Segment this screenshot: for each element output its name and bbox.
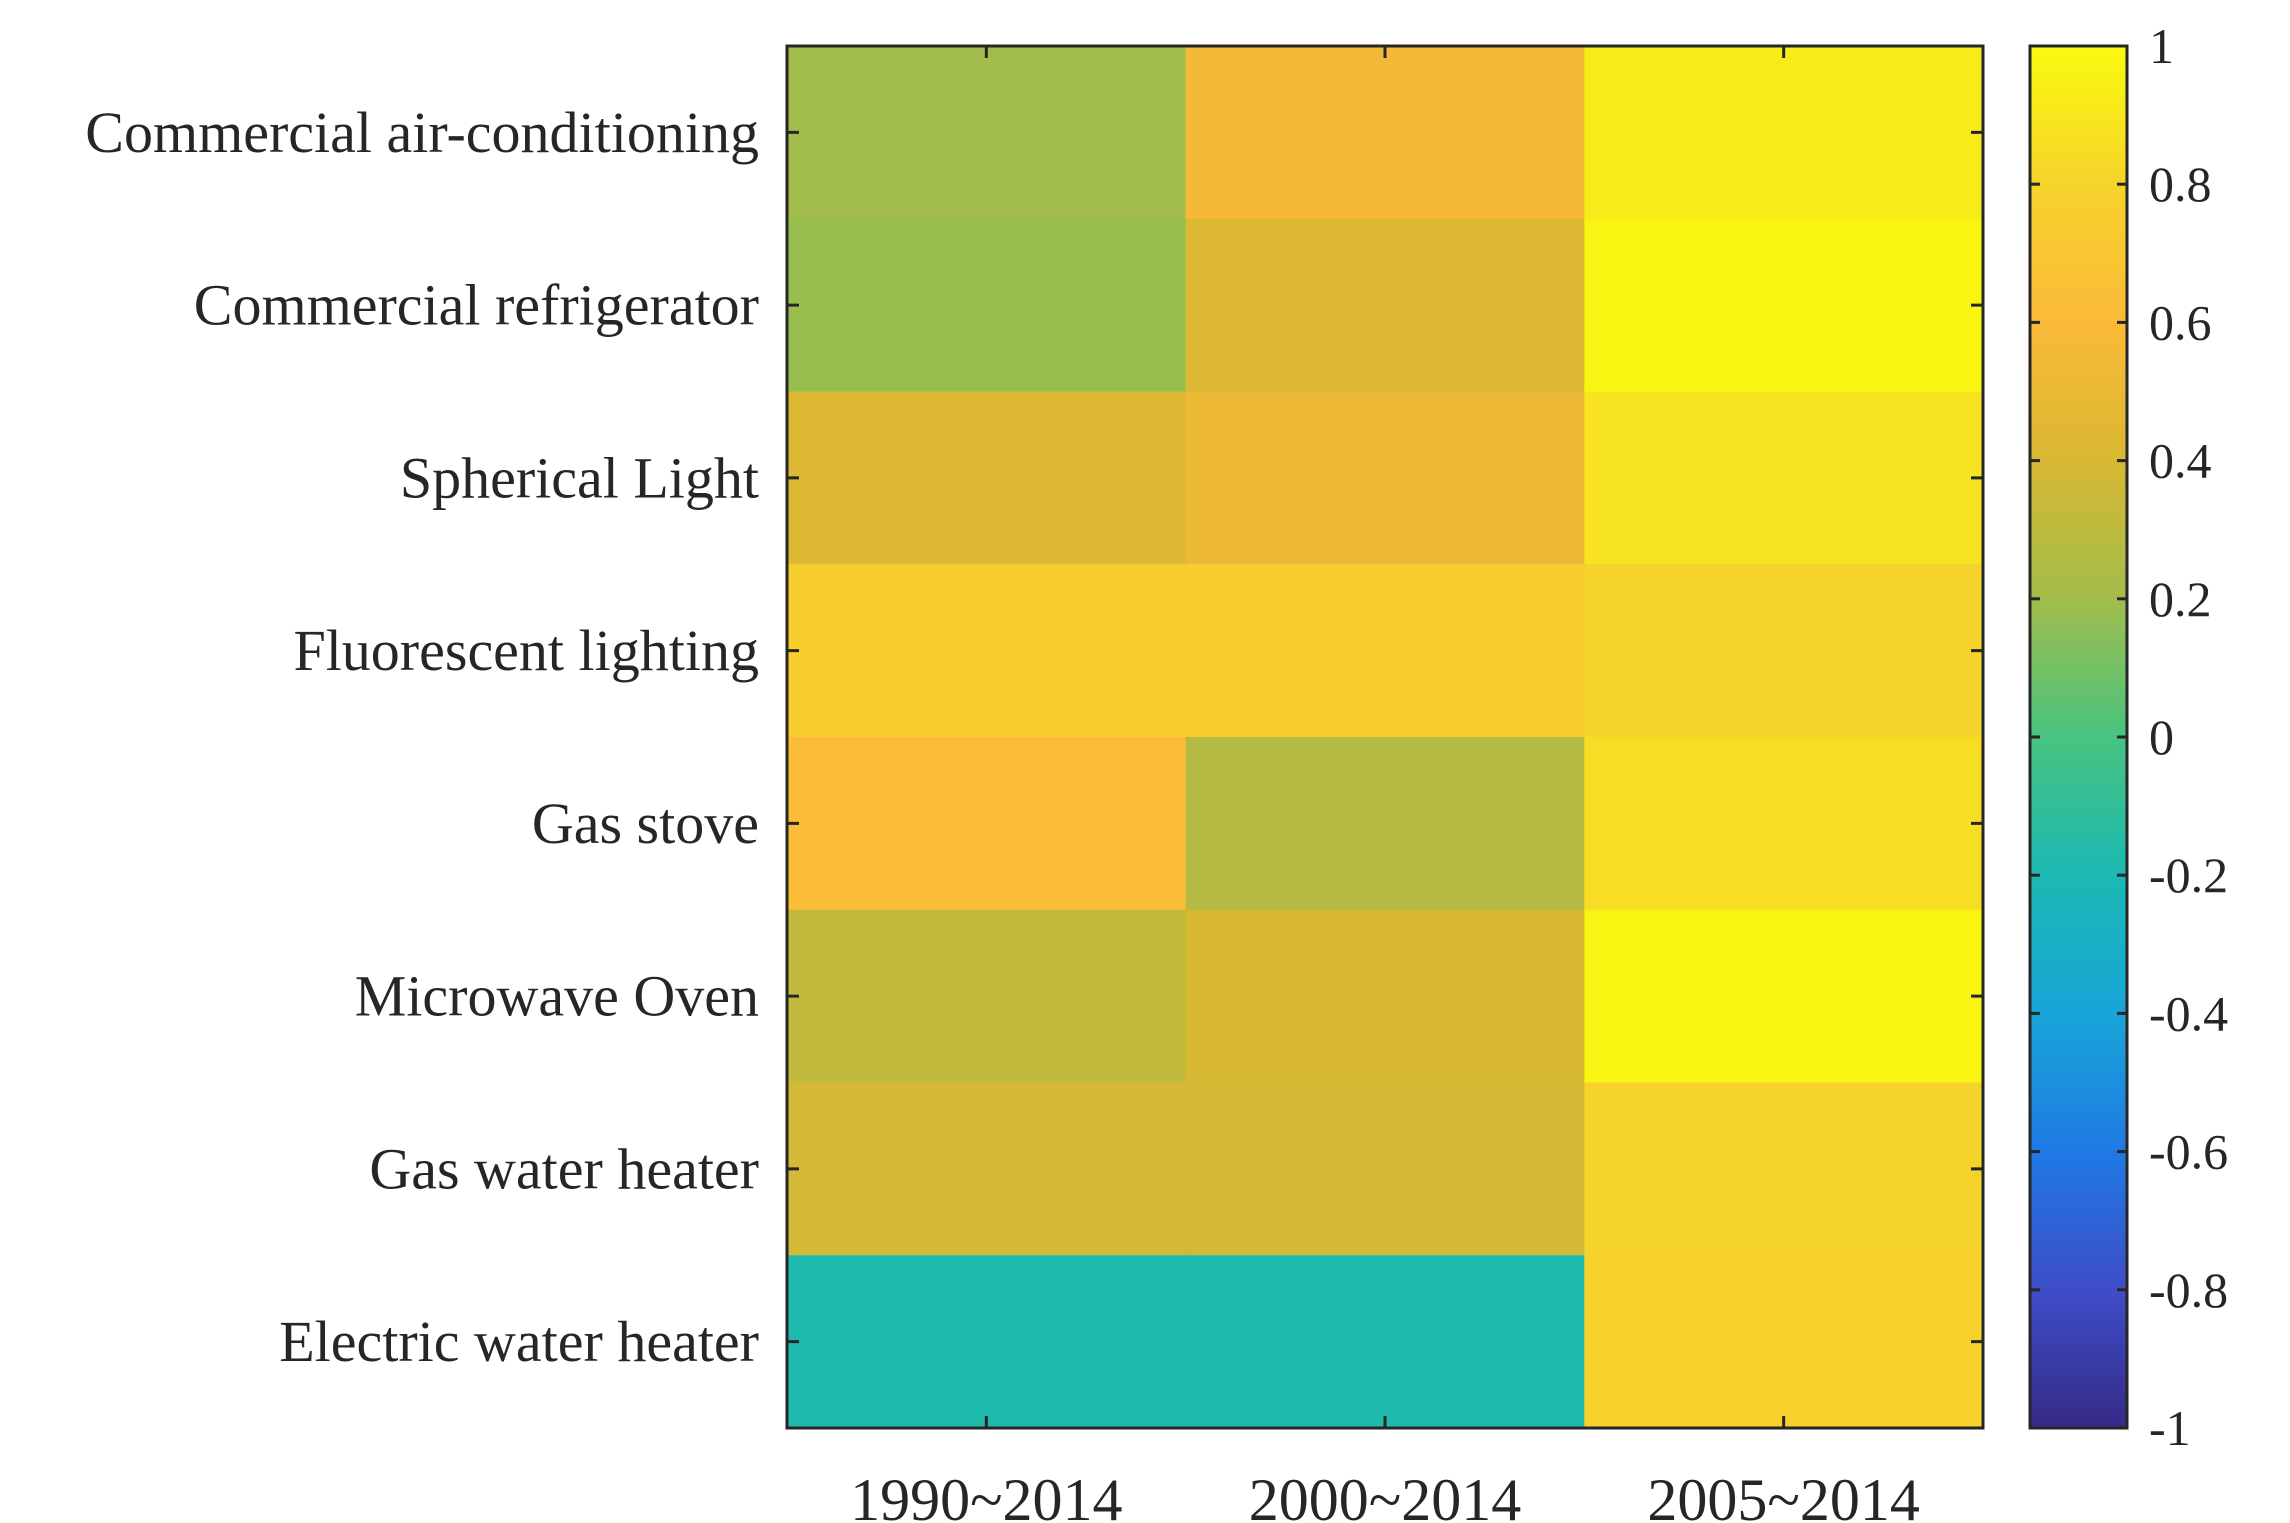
- row-label-gas-stove: Gas stove: [532, 791, 759, 856]
- heatmap-cells: [787, 46, 1984, 1429]
- heatmap-cell-fluorescent-lighting-2000-2014: [1185, 564, 1585, 738]
- heatmap-cell-spherical-light-2000-2014: [1185, 391, 1585, 565]
- row-label-gas-water-heater: Gas water heater: [369, 1136, 759, 1201]
- row-label-commercial-refrigerator: Commercial refrigerator: [194, 273, 759, 338]
- colorbar-tick-label: 0.8: [2149, 156, 2212, 212]
- row-label-spherical-light: Spherical Light: [400, 445, 759, 510]
- heatmap-cell-gas-stove-1990-2014: [787, 737, 1187, 911]
- colorbar-tick-label: -1: [2149, 1400, 2191, 1456]
- heatmap-cell-gas-water-heater-1990-2014: [787, 1082, 1187, 1256]
- row-label-fluorescent-lighting: Fluorescent lighting: [293, 618, 759, 683]
- heatmap-cell-electric-water-heater-2005-2014: [1584, 1255, 1984, 1429]
- row-labels: Commercial air-conditioning Commercial re…: [85, 100, 759, 1374]
- heatmap-cell-commercial-refrigerator-1990-2014: [787, 218, 1187, 393]
- heatmap-cell-gas-stove-2005-2014: [1584, 737, 1984, 911]
- colorbar-tick-label: 0.6: [2149, 294, 2212, 350]
- column-label-2005-2014: 2005~2014: [1647, 1467, 1919, 1523]
- colorbar-tick-label: 0: [2149, 709, 2174, 765]
- heatmap-cell-electric-water-heater-1990-2014: [787, 1255, 1187, 1429]
- heatmap-cell-gas-water-heater-2005-2014: [1584, 1082, 1984, 1256]
- colorbar-tick-label: -0.6: [2149, 1124, 2228, 1180]
- colorbar-tick-label: -0.2: [2149, 847, 2228, 903]
- column-label-2000-2014: 2000~2014: [1249, 1467, 1521, 1523]
- row-label-electric-water-heater: Electric water heater: [279, 1309, 759, 1374]
- colorbar-tick-label: -0.8: [2149, 1262, 2228, 1318]
- axes-frame: [785, 44, 1985, 1430]
- colorbar-tick-label: 1: [2149, 18, 2174, 74]
- heatmap-cell-microwave-oven-2000-2014: [1185, 909, 1585, 1084]
- colorbar-tick-label: 0.4: [2149, 433, 2212, 489]
- heatmap-cell-commercial-refrigerator-2005-2014: [1584, 218, 1984, 393]
- colorbar-tick-label: -0.4: [2149, 985, 2228, 1041]
- heatmap-cell-electric-water-heater-2000-2014: [1185, 1255, 1585, 1429]
- heatmap-cell-commercial-air-conditioning-2000-2014: [1185, 46, 1585, 220]
- colorbar-gradient: [2028, 44, 2129, 1430]
- row-label-microwave-oven: Microwave Oven: [355, 964, 759, 1029]
- heatmap-cell-fluorescent-lighting-2005-2014: [1584, 564, 1984, 738]
- column-label-1990-2014: 1990~2014: [850, 1467, 1122, 1523]
- heatmap-cell-gas-stove-2000-2014: [1185, 737, 1585, 911]
- colorbar-tick-label: 0.2: [2149, 571, 2212, 627]
- heatmap-cell-commercial-air-conditioning-1990-2014: [787, 46, 1187, 220]
- heatmap-cell-fluorescent-lighting-1990-2014: [787, 564, 1187, 738]
- colorbar: -1 -0.8 -0.6 -0.4 -0.2 0 0.2 0.4 0.6 0.8 1: [2028, 18, 2228, 1456]
- row-label-commercial-air-conditioning: Commercial air-conditioning: [85, 100, 759, 165]
- heatmap-cell-commercial-refrigerator-2000-2014: [1185, 218, 1585, 393]
- heatmap-cell-gas-water-heater-2000-2014: [1185, 1082, 1585, 1256]
- heatmap-cell-microwave-oven-1990-2014: [787, 909, 1187, 1084]
- heatmap-cell-spherical-light-2005-2014: [1584, 391, 1984, 565]
- heatmap-cell-commercial-air-conditioning-2005-2014: [1584, 46, 1984, 220]
- column-labels: 1990~2014 2000~2014 2005~2014: [850, 1467, 1920, 1523]
- heatmap-cell-spherical-light-1990-2014: [787, 391, 1187, 565]
- heatmap-cell-microwave-oven-2005-2014: [1584, 909, 1984, 1084]
